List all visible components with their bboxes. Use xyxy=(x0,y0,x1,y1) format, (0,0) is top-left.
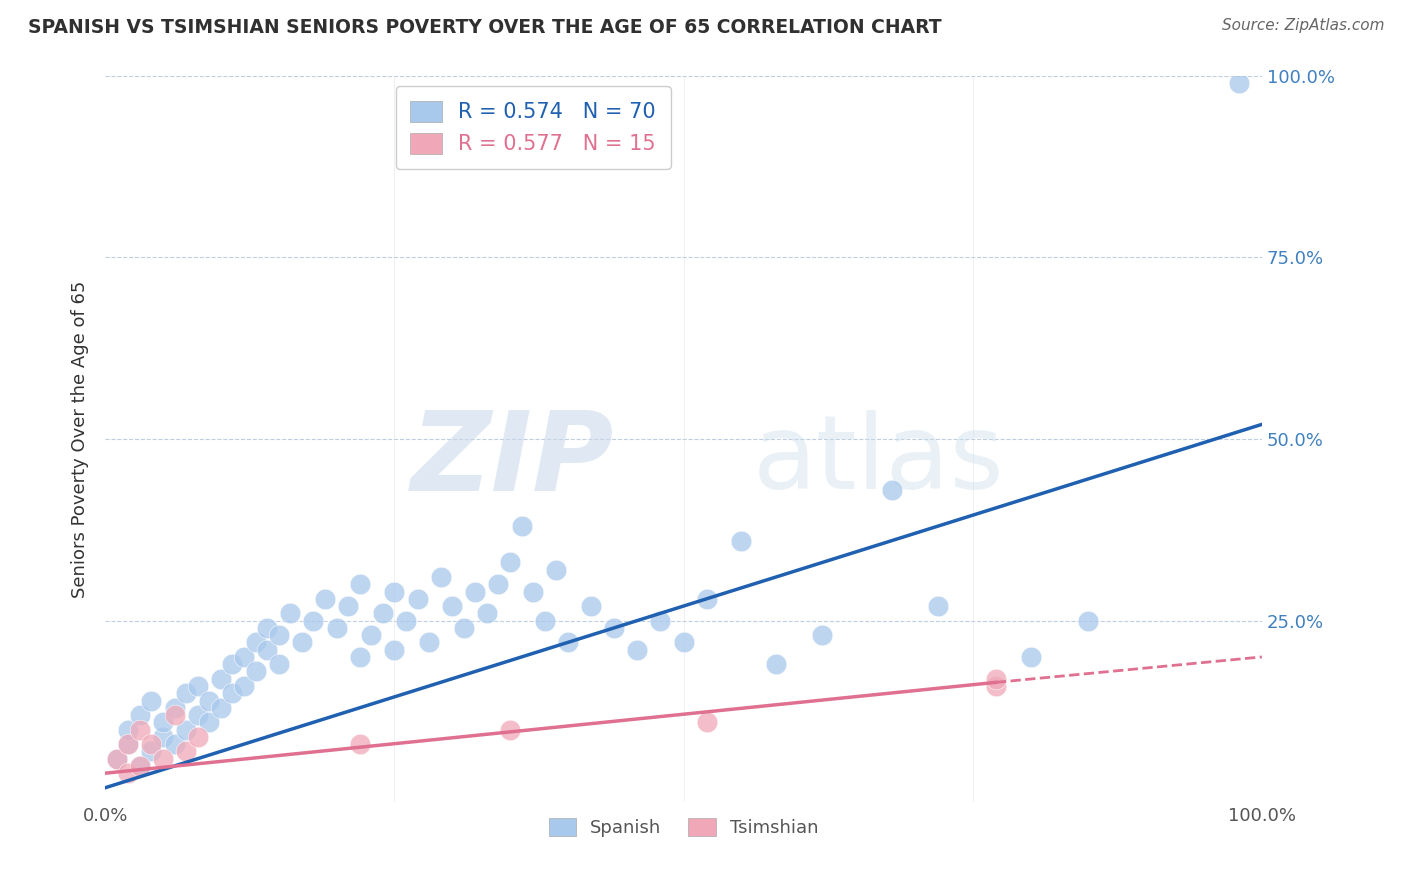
Point xyxy=(198,693,221,707)
Point xyxy=(349,649,371,664)
Point xyxy=(1077,614,1099,628)
Point xyxy=(1019,649,1042,664)
Point xyxy=(245,665,267,679)
Point xyxy=(650,614,672,628)
Point xyxy=(464,584,486,599)
Point xyxy=(730,533,752,548)
Point xyxy=(233,679,256,693)
Legend: Spanish, Tsimshian: Spanish, Tsimshian xyxy=(541,810,825,844)
Text: SPANISH VS TSIMSHIAN SENIORS POVERTY OVER THE AGE OF 65 CORRELATION CHART: SPANISH VS TSIMSHIAN SENIORS POVERTY OVE… xyxy=(28,18,942,37)
Point xyxy=(441,599,464,613)
Point xyxy=(811,628,834,642)
Point xyxy=(117,723,139,737)
Point xyxy=(267,657,290,672)
Point xyxy=(163,700,186,714)
Point xyxy=(603,621,626,635)
Point xyxy=(302,614,325,628)
Point xyxy=(371,607,394,621)
Point xyxy=(245,635,267,649)
Point xyxy=(533,614,555,628)
Point xyxy=(256,642,278,657)
Point xyxy=(163,708,186,723)
Point xyxy=(325,621,347,635)
Point xyxy=(117,737,139,751)
Point xyxy=(152,715,174,730)
Point xyxy=(187,730,209,744)
Point xyxy=(221,657,243,672)
Point xyxy=(510,519,533,533)
Point xyxy=(880,483,903,497)
Point xyxy=(453,621,475,635)
Point xyxy=(117,766,139,780)
Point xyxy=(557,635,579,649)
Text: ZIP: ZIP xyxy=(411,407,614,514)
Point xyxy=(187,679,209,693)
Point xyxy=(141,744,163,758)
Point xyxy=(360,628,382,642)
Point xyxy=(579,599,602,613)
Point xyxy=(522,584,544,599)
Point xyxy=(278,607,301,621)
Point xyxy=(765,657,787,672)
Point xyxy=(221,686,243,700)
Point xyxy=(696,591,718,606)
Point xyxy=(256,621,278,635)
Point xyxy=(499,556,522,570)
Point xyxy=(209,700,232,714)
Point xyxy=(291,635,314,649)
Point xyxy=(1227,76,1250,90)
Point xyxy=(141,737,163,751)
Point xyxy=(927,599,949,613)
Point xyxy=(129,708,152,723)
Point xyxy=(174,723,197,737)
Point xyxy=(174,686,197,700)
Point xyxy=(163,737,186,751)
Point xyxy=(152,730,174,744)
Point xyxy=(174,744,197,758)
Point xyxy=(984,679,1007,693)
Point xyxy=(187,708,209,723)
Point xyxy=(488,577,510,591)
Point xyxy=(198,715,221,730)
Point xyxy=(267,628,290,642)
Point xyxy=(141,693,163,707)
Point xyxy=(152,752,174,766)
Point xyxy=(546,563,568,577)
Point xyxy=(384,642,406,657)
Point xyxy=(406,591,429,606)
Point xyxy=(233,649,256,664)
Point xyxy=(395,614,418,628)
Point xyxy=(349,737,371,751)
Point xyxy=(209,672,232,686)
Point xyxy=(499,723,522,737)
Text: Source: ZipAtlas.com: Source: ZipAtlas.com xyxy=(1222,18,1385,33)
Text: atlas: atlas xyxy=(754,410,1005,511)
Point xyxy=(337,599,360,613)
Point xyxy=(105,752,128,766)
Point xyxy=(129,759,152,773)
Y-axis label: Seniors Poverty Over the Age of 65: Seniors Poverty Over the Age of 65 xyxy=(72,280,89,598)
Point xyxy=(117,737,139,751)
Point xyxy=(349,577,371,591)
Point xyxy=(105,752,128,766)
Point xyxy=(984,672,1007,686)
Point xyxy=(129,723,152,737)
Point xyxy=(314,591,336,606)
Point xyxy=(696,715,718,730)
Point xyxy=(129,759,152,773)
Point xyxy=(429,570,451,584)
Point xyxy=(384,584,406,599)
Point xyxy=(418,635,440,649)
Point xyxy=(672,635,695,649)
Point xyxy=(475,607,498,621)
Point xyxy=(626,642,648,657)
